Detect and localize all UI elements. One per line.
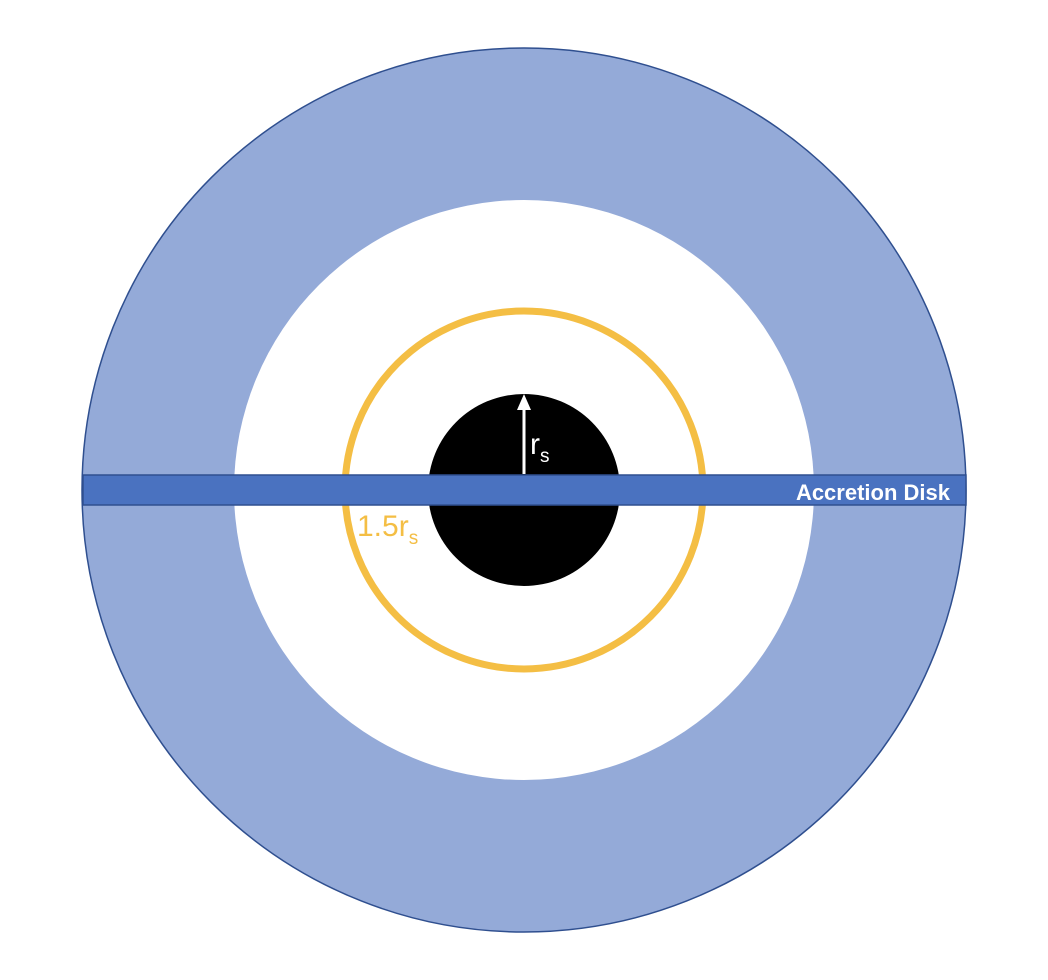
accretion-disk-bar [82, 474, 967, 506]
accretion-disk-label: Accretion Disk [796, 480, 951, 505]
photon-sphere-subscript: s [409, 528, 419, 549]
schwarzschild-radius-label: rs [530, 428, 550, 467]
photon-sphere-label: 1.5rs [357, 510, 418, 549]
schwarzschild-radius-subscript: s [540, 446, 550, 467]
photon-sphere-main: 1.5r [357, 510, 409, 543]
radius-arrow-head [517, 394, 531, 410]
schwarzschild-radius-main: r [530, 428, 540, 461]
